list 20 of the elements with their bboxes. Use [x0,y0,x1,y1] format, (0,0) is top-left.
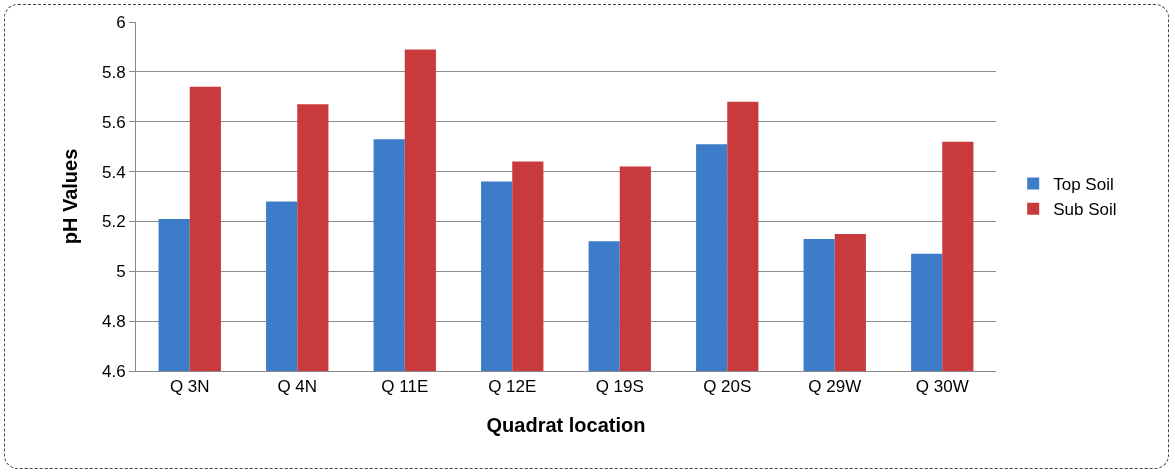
x-tick-label: Q 11E [381,377,429,397]
legend-label: Top Soil [1053,175,1114,195]
y-tick-label: 5.2 [101,212,126,232]
x-tick-label: Q 3N [169,377,210,397]
y-tick-label: 5.4 [101,162,126,182]
y-tick-label: 5 [116,262,126,282]
x-tick-label: Q 20S [703,377,752,397]
x-tick-label: Q 4N [277,377,318,397]
y-tick-label: 5.8 [101,62,126,82]
x-tick-label: Q 30W [915,377,969,397]
legend-label: Sub Soil [1053,200,1117,220]
x-tick-label: Q 29W [808,377,862,397]
y-tick-label: 6 [116,12,126,32]
x-tick-label: Q 12E [488,377,537,397]
y-axis-title: pH Values [59,148,82,245]
y-tick-label: 5.6 [101,112,126,132]
y-tick-label: 4.6 [101,361,126,381]
x-tick-label: Q 19S [595,377,644,397]
y-tick-label: 4.8 [101,312,126,332]
x-axis-title: Quadrat location [486,413,646,436]
